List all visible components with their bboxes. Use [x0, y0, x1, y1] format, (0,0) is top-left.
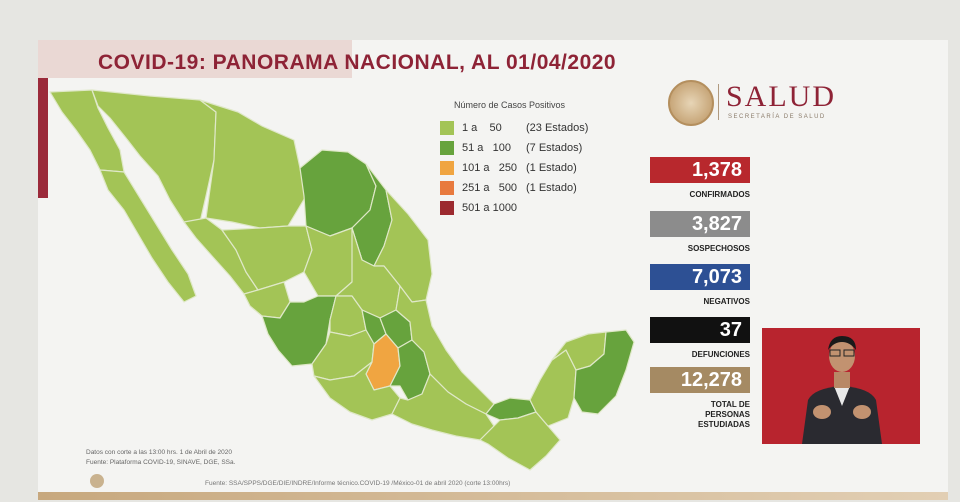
source-citation: Fuente: SSA/SPPS/DGE/DIE/INDRE/Informe t…	[205, 480, 511, 487]
state-baja-california-sur	[99, 169, 197, 303]
stat-value: 3,827	[650, 211, 750, 237]
legend-range: 1 a 50	[462, 122, 502, 134]
legend-count: (23 Estados)	[526, 122, 589, 134]
legend-range: 101 a 250	[462, 162, 518, 174]
logo-divider	[718, 84, 719, 120]
state-chiapas	[479, 411, 561, 471]
legend-swatch	[440, 181, 454, 195]
stat-label: NEGATIVOS	[703, 297, 750, 306]
stat-sospechosos: 3,827 SOSPECHOSOS	[650, 211, 750, 254]
logo-name: SALUD	[726, 80, 837, 113]
legend-item: 101 a 250 (1 Estado)	[440, 158, 610, 178]
legend-swatch	[440, 121, 454, 135]
legend-item: 501 a 1000	[440, 198, 610, 218]
stat-negativos: 7,073 NEGATIVOS	[650, 264, 750, 307]
bottom-band	[38, 492, 948, 500]
legend-range: 51 a 100	[462, 142, 511, 154]
stat-confirmados: 1,378 CONFIRMADOS	[650, 157, 750, 200]
logo-subtitle: SECRETARÍA DE SALUD	[728, 114, 826, 120]
state-chihuahua	[199, 99, 307, 229]
stat-value: 7,073	[650, 264, 750, 290]
stat-value: 37	[650, 317, 750, 343]
legend-item: 251 a 500 (1 Estado)	[440, 178, 610, 198]
legend-item: 1 a 50 (23 Estados)	[440, 118, 610, 138]
legend-range: 251 a 500	[462, 182, 518, 194]
stat-label: SOSPECHOSOS	[687, 244, 750, 253]
legend-title: Número de Casos Positivos	[454, 100, 566, 110]
title-band	[38, 40, 352, 78]
state-guerrero	[313, 361, 401, 421]
legend-swatch	[440, 201, 454, 215]
mini-seal-icon	[90, 474, 104, 488]
interpreter-figure-icon	[762, 328, 920, 444]
legend-item: 51 a 100 (7 Estados)	[440, 138, 610, 158]
map-legend: Número de Casos Positivos 1 a 50 (23 Est…	[440, 100, 610, 218]
salud-logo: SALUD SECRETARÍA DE SALUD	[668, 80, 848, 130]
stat-value: 12,278	[650, 367, 750, 393]
stat-total-estudiadas: 12,278 TOTAL DE PERSONAS ESTUDIADAS	[650, 367, 750, 430]
stat-label: TOTAL DE PERSONAS ESTUDIADAS	[697, 400, 750, 429]
legend-count: (7 Estados)	[526, 142, 583, 154]
legend-swatch	[440, 161, 454, 175]
stat-label: CONFIRMADOS	[689, 190, 750, 199]
legend-count: (1 Estado)	[526, 182, 577, 194]
footnote-line-2: Fuente: Plataforma COVID-19, SINAVE, DGE…	[86, 459, 236, 466]
legend-range: 501 a 1000	[462, 202, 518, 214]
stat-value: 1,378	[650, 157, 750, 183]
stat-defunciones: 37 DEFUNCIONES	[650, 317, 750, 360]
accent-strip	[38, 78, 48, 198]
state-quintana-roo	[573, 329, 635, 415]
legend-count: (1 Estado)	[526, 162, 577, 174]
legend-swatch	[440, 141, 454, 155]
stat-label: DEFUNCIONES	[691, 350, 750, 359]
sign-language-interpreter	[762, 328, 920, 444]
page-title: COVID-19: PANORAMA NACIONAL, AL 01/04/20…	[98, 51, 617, 74]
government-seal-icon	[668, 80, 714, 126]
state-oaxaca	[391, 373, 495, 441]
footnote-line-1: Datos con corte a las 13:00 hrs. 1 de Ab…	[86, 449, 232, 456]
